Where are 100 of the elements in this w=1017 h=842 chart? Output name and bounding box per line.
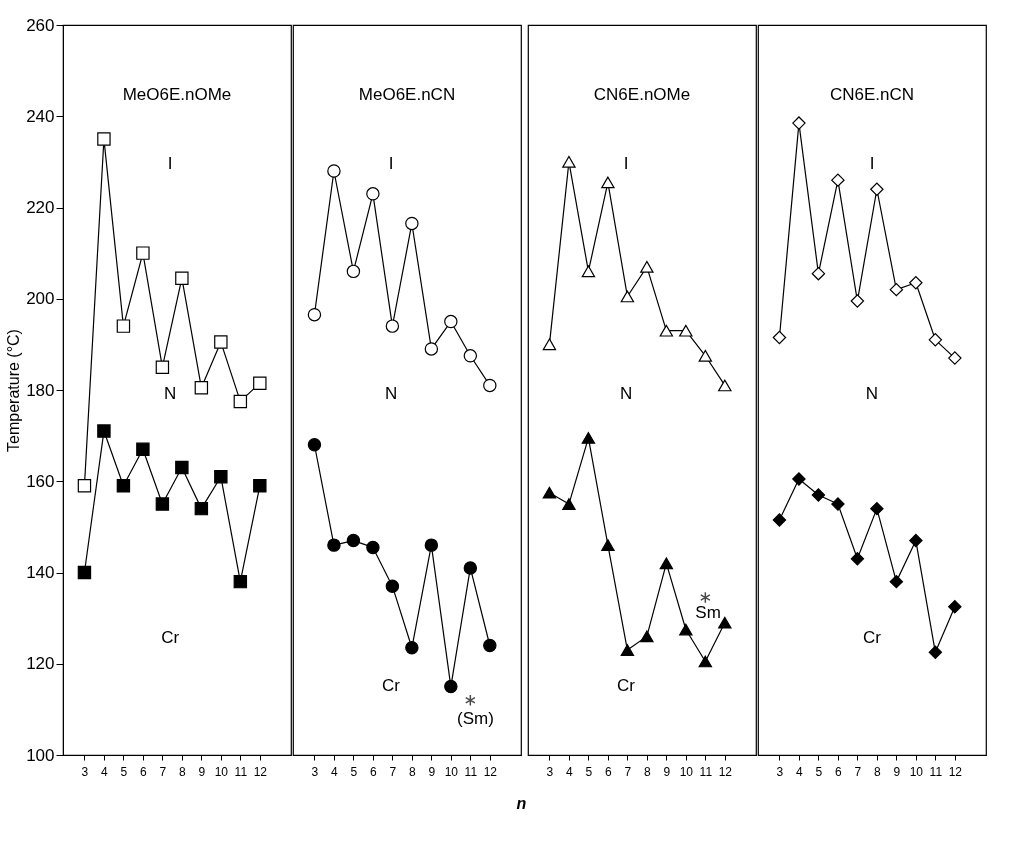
point bbox=[889, 574, 904, 589]
point bbox=[928, 645, 943, 660]
x-tick-label: 4 bbox=[796, 764, 804, 779]
x-tick-label: 7 bbox=[624, 764, 632, 779]
point bbox=[136, 442, 150, 457]
y-tick-label: 200 bbox=[26, 289, 55, 309]
point bbox=[327, 164, 341, 178]
x-tick-label: 11 bbox=[234, 764, 248, 779]
y-axis-title: Temperature (°C) bbox=[5, 329, 23, 452]
x-tick-label: 9 bbox=[893, 764, 901, 779]
x-tick-label: 12 bbox=[718, 764, 733, 779]
x-tick-label: 10 bbox=[444, 764, 459, 779]
point bbox=[97, 424, 111, 438]
point bbox=[405, 641, 419, 655]
point bbox=[214, 469, 228, 484]
annotation: Cr bbox=[863, 628, 882, 648]
x-tick-label: 10 bbox=[679, 764, 694, 779]
x-tick-label: 3 bbox=[546, 764, 554, 779]
x-tick-label: 11 bbox=[464, 764, 478, 779]
point bbox=[718, 616, 732, 629]
point bbox=[385, 579, 400, 593]
point bbox=[463, 349, 478, 363]
point bbox=[772, 513, 787, 527]
y-tick-label: 260 bbox=[26, 15, 55, 35]
point bbox=[444, 679, 458, 694]
annotation: I bbox=[623, 153, 629, 173]
point bbox=[483, 378, 497, 393]
point bbox=[77, 479, 92, 493]
point bbox=[327, 538, 341, 552]
point bbox=[175, 460, 189, 475]
point bbox=[831, 173, 845, 187]
point bbox=[718, 379, 732, 392]
x-tick-label: 10 bbox=[909, 764, 924, 779]
x-axis-title: n bbox=[516, 794, 527, 812]
point bbox=[948, 351, 962, 365]
point bbox=[155, 360, 170, 374]
annotation: N bbox=[164, 383, 177, 403]
x-tick-label: 7 bbox=[159, 764, 167, 779]
annotation: N bbox=[384, 383, 398, 403]
y-tick-label: 180 bbox=[26, 380, 55, 400]
point bbox=[463, 561, 478, 575]
annotation: I bbox=[869, 153, 875, 173]
point bbox=[214, 335, 228, 349]
x-tick-label: 10 bbox=[214, 764, 229, 779]
point bbox=[194, 380, 209, 395]
point bbox=[253, 479, 267, 493]
x-tick-label: 5 bbox=[585, 764, 593, 779]
x-tick-label: 5 bbox=[815, 764, 823, 779]
x-tick-label: 3 bbox=[776, 764, 784, 779]
y-tick-label: 160 bbox=[26, 471, 55, 491]
point bbox=[405, 216, 419, 231]
x-tick-label: 7 bbox=[854, 764, 862, 779]
x-tick-label: 9 bbox=[663, 764, 671, 779]
y-tick-label: 100 bbox=[26, 745, 55, 765]
point bbox=[698, 655, 713, 668]
point bbox=[542, 486, 557, 499]
x-tick-label: 12 bbox=[483, 764, 498, 779]
point bbox=[424, 342, 439, 356]
point bbox=[811, 488, 826, 502]
point bbox=[909, 533, 923, 548]
point bbox=[483, 638, 497, 653]
x-tick-label: 11 bbox=[699, 764, 713, 779]
point bbox=[601, 539, 615, 552]
point bbox=[155, 497, 170, 511]
point bbox=[811, 266, 826, 281]
point bbox=[562, 498, 576, 510]
point bbox=[679, 324, 693, 337]
x-tick-label: 4 bbox=[566, 764, 574, 779]
annotation: Cr bbox=[617, 675, 636, 695]
point bbox=[385, 319, 400, 333]
x-tick-label: 9 bbox=[428, 764, 436, 779]
point bbox=[870, 182, 884, 196]
point bbox=[424, 538, 439, 552]
annotation: Cr bbox=[161, 628, 180, 648]
x-tick-label: 11 bbox=[929, 764, 943, 779]
point bbox=[116, 319, 131, 333]
point bbox=[928, 333, 943, 347]
point bbox=[307, 438, 322, 452]
y-tick-label: 140 bbox=[26, 563, 55, 582]
x-tick-label: 8 bbox=[874, 764, 882, 779]
point bbox=[772, 330, 787, 345]
point bbox=[116, 479, 131, 493]
point bbox=[346, 533, 361, 548]
annotation: N bbox=[865, 383, 879, 403]
x-tick-label: 4 bbox=[101, 764, 109, 779]
y-tick-label: 240 bbox=[26, 106, 55, 126]
x-tick-label: 5 bbox=[350, 764, 358, 779]
annotation: (Sm) bbox=[456, 708, 494, 728]
x-tick-label: 3 bbox=[311, 764, 319, 779]
point bbox=[581, 432, 596, 444]
annotation: Cr bbox=[382, 675, 401, 695]
point bbox=[700, 591, 711, 604]
point bbox=[465, 694, 476, 707]
point bbox=[640, 630, 654, 643]
point bbox=[601, 176, 615, 189]
x-tick-label: 6 bbox=[140, 764, 148, 779]
point bbox=[850, 294, 865, 308]
point bbox=[659, 324, 674, 337]
x-tick-label: 8 bbox=[644, 764, 652, 779]
point bbox=[233, 574, 248, 589]
